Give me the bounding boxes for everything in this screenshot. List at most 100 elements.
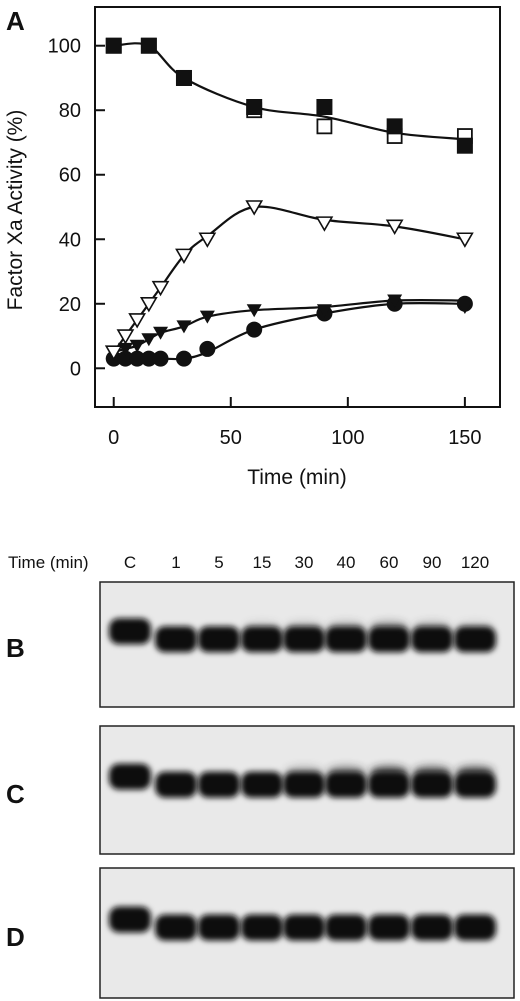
marker-filled-square [386,118,403,135]
marker-open-triangle [455,232,474,248]
blot-panels: B C D [6,581,515,999]
marker-filled-square [246,99,263,115]
blot-band [198,626,240,653]
marker-open-triangle [175,248,193,264]
blot-band [198,771,240,798]
x-axis-label: Time (min) [247,466,347,489]
blot-panel-c: C [6,725,515,855]
marker-filled-triangle [199,310,215,324]
lane-label: 120 [461,553,489,572]
blot-band [368,771,410,798]
blot-band [454,914,496,941]
marker-open-triangle [139,296,158,313]
data-markers [104,37,474,367]
marker-filled-circle [246,321,263,338]
blot-band [411,771,453,798]
y-axis-label: Factor Xa Activity (%) [4,110,27,311]
blot-band [283,771,325,798]
blot-band [109,906,151,933]
blot-band [368,914,410,941]
blot-band [454,771,496,798]
lane-label: C [124,553,136,572]
blot-band [155,626,197,653]
blot-band [109,618,151,645]
marker-open-triangle [245,200,264,216]
blot-band [155,914,197,941]
blot-band [198,914,240,941]
activity-chart: 0 20 40 60 80 100 0 50 100 150 Time (min) Factor… [4,6,501,489]
lane-label: 30 [295,553,314,572]
blot-band [325,914,367,941]
marker-open-triangle [198,232,217,248]
blot-panel-letter: C [6,779,25,809]
marker-open-triangle [151,280,170,297]
blot-time-header: Time (min) [8,553,89,572]
blot-band [155,771,197,798]
marker-filled-triangle [141,333,157,347]
marker-open-triangle [315,216,334,232]
blot-panel-d: D [6,867,515,999]
marker-filled-circle [140,350,157,367]
marker-filled-square [175,69,192,86]
blot-band [411,914,453,941]
marker-filled-square [105,37,122,54]
marker-open-triangle [385,219,404,235]
lane-label: 40 [337,553,356,572]
marker-filled-triangle [387,294,403,308]
blot-band [109,763,151,790]
lane-label: 5 [214,553,223,572]
y-tick-label: 20 [59,294,81,316]
blot-band [454,626,496,653]
blot-band [241,626,283,653]
blot-band [411,626,453,653]
x-tick-label: 50 [220,427,242,449]
lane-label: 1 [171,553,180,572]
marker-filled-triangle [457,301,473,314]
blot-panel-letter: D [6,922,25,952]
fit-curve [113,42,466,141]
y-tick-label: 60 [59,165,81,187]
marker-filled-circle [129,350,146,367]
marker-open-triangle [128,313,147,329]
marker-open-triangle [116,329,135,345]
fit-curves [112,42,466,361]
marker-open-square [316,118,333,135]
marker-filled-circle [152,350,169,367]
y-tick-label: 0 [70,358,81,380]
blot-panel-letter: B [6,633,25,663]
fit-curve [113,298,465,354]
marker-filled-triangle [153,326,169,340]
x-tick-label: 100 [331,427,364,449]
blot-panel-b: B [6,581,515,708]
marker-filled-triangle [246,304,262,318]
lane-label: 90 [423,553,442,572]
marker-filled-circle [117,350,134,367]
y-tick-label: 80 [59,100,81,122]
x-axis-ticks: 0 50 100 150 [108,397,482,449]
marker-filled-square [140,37,157,54]
marker-filled-square [456,137,473,154]
marker-filled-triangle [129,339,145,353]
marker-filled-circle [199,340,216,357]
marker-filled-triangle [176,320,192,334]
blot-band [325,626,367,653]
lane-labels: C 1 5 15 30 40 60 90 120 [124,553,489,572]
blot-band [283,626,325,653]
y-tick-label: 100 [48,36,81,58]
y-axis-ticks: 0 20 40 60 80 100 [48,36,105,380]
plot-frame [94,6,501,408]
marker-filled-circle [175,350,192,367]
marker-filled-square [316,99,333,115]
blot-band [241,771,283,798]
panel-a-letter: A [6,6,25,36]
x-tick-label: 150 [448,427,481,449]
blot-band [241,914,283,941]
blot-band [283,914,325,941]
lane-label: 15 [253,553,272,572]
marker-filled-triangle [316,304,332,318]
blot-band [368,626,410,653]
y-tick-label: 40 [59,229,81,251]
blot-band [325,771,367,798]
marker-open-triangle [104,345,123,361]
